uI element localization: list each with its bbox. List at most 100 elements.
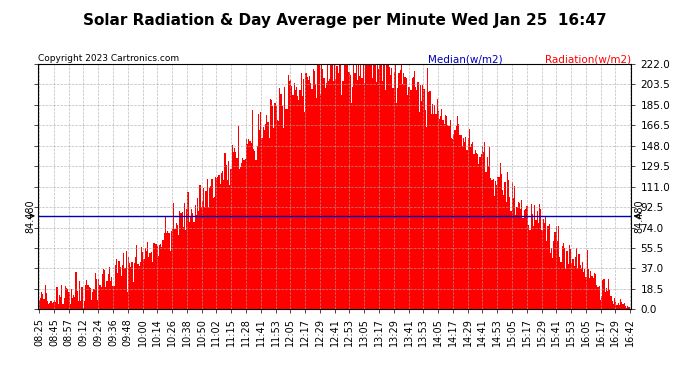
Bar <box>385 90 386 309</box>
Bar <box>92 292 93 309</box>
Bar <box>500 163 501 309</box>
Bar <box>240 167 241 309</box>
Bar <box>422 85 424 309</box>
Bar <box>370 64 371 309</box>
Bar <box>506 202 507 309</box>
Bar <box>217 177 219 309</box>
Bar <box>167 231 168 309</box>
Bar <box>444 124 445 309</box>
Bar <box>316 98 317 309</box>
Bar <box>170 251 171 309</box>
Bar <box>204 207 206 309</box>
Bar <box>552 258 553 309</box>
Bar <box>435 114 437 309</box>
Bar <box>65 286 66 309</box>
Bar <box>495 181 496 309</box>
Bar <box>154 243 155 309</box>
Bar <box>228 160 229 309</box>
Bar <box>564 248 565 309</box>
Bar <box>63 298 65 309</box>
Bar <box>488 166 489 309</box>
Bar <box>595 274 596 309</box>
Bar <box>452 140 453 309</box>
Bar <box>103 269 104 309</box>
Bar <box>126 251 127 309</box>
Bar <box>85 285 86 309</box>
Bar <box>421 100 422 309</box>
Bar <box>50 301 52 309</box>
Bar <box>371 64 372 309</box>
Bar <box>389 67 390 309</box>
Bar <box>216 178 217 309</box>
Bar <box>60 297 61 309</box>
Bar <box>79 281 80 309</box>
Bar <box>244 159 245 309</box>
Bar <box>606 288 607 309</box>
Bar <box>42 294 43 309</box>
Bar <box>180 213 181 309</box>
Bar <box>419 112 420 309</box>
Bar <box>83 301 85 309</box>
Bar <box>476 153 477 309</box>
Bar <box>66 288 67 309</box>
Bar <box>331 64 332 309</box>
Bar <box>598 286 599 309</box>
Bar <box>116 259 117 309</box>
Bar <box>219 184 221 309</box>
Bar <box>257 146 258 309</box>
Bar <box>519 203 520 309</box>
Bar <box>108 274 109 309</box>
Bar <box>627 306 629 309</box>
Bar <box>408 87 409 309</box>
Bar <box>393 72 395 309</box>
Bar <box>196 215 197 309</box>
Bar <box>373 64 375 309</box>
Bar <box>247 144 248 309</box>
Bar <box>327 64 328 309</box>
Text: Radiation(w/m2): Radiation(w/m2) <box>545 54 631 64</box>
Bar <box>624 303 625 309</box>
Bar <box>106 281 108 309</box>
Bar <box>434 105 435 309</box>
Bar <box>150 252 152 309</box>
Bar <box>465 137 466 309</box>
Bar <box>258 114 259 309</box>
Bar <box>475 150 476 309</box>
Bar <box>279 88 280 309</box>
Bar <box>141 247 142 309</box>
Bar <box>576 248 577 309</box>
Bar <box>314 71 315 309</box>
Bar <box>469 129 470 309</box>
Bar <box>619 305 620 309</box>
Bar <box>122 266 123 309</box>
Bar <box>190 216 191 309</box>
Bar <box>348 72 350 309</box>
Bar <box>86 280 88 309</box>
Bar <box>583 273 584 309</box>
Bar <box>111 277 112 309</box>
Bar <box>507 172 508 309</box>
Bar <box>303 80 304 309</box>
Bar <box>428 92 429 309</box>
Bar <box>188 222 190 309</box>
Bar <box>401 64 402 309</box>
Bar <box>503 195 504 309</box>
Bar <box>157 246 158 309</box>
Bar <box>291 86 293 309</box>
Bar <box>582 262 583 309</box>
Bar <box>509 198 511 309</box>
Bar <box>400 70 401 309</box>
Bar <box>96 279 97 309</box>
Bar <box>329 79 331 309</box>
Bar <box>584 270 586 309</box>
Bar <box>493 179 494 309</box>
Bar <box>375 64 376 309</box>
Bar <box>604 292 606 309</box>
Bar <box>306 78 308 309</box>
Bar <box>590 271 591 309</box>
Bar <box>607 291 608 309</box>
Bar <box>191 209 193 309</box>
Bar <box>239 169 240 309</box>
Bar <box>160 244 161 309</box>
Bar <box>388 64 389 309</box>
